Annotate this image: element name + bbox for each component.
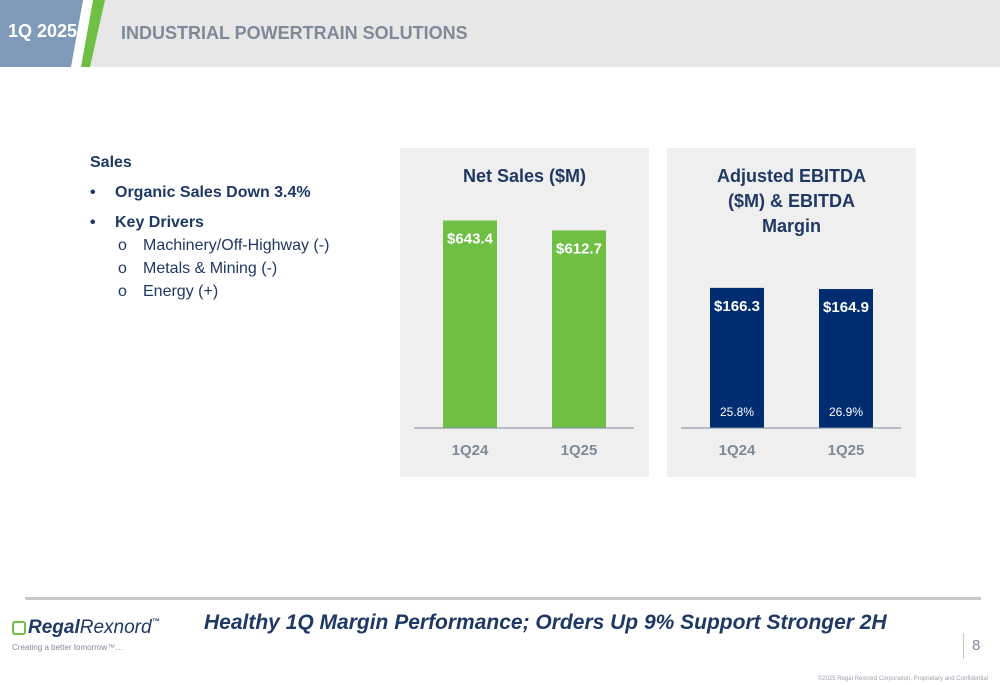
driver-text: Energy (+) xyxy=(143,283,219,300)
quarter-box xyxy=(0,0,83,67)
sub-bullet-icon: o xyxy=(118,260,127,277)
logo-tagline: Creating a better tomorrow™… xyxy=(12,643,124,652)
bar-1q25 xyxy=(552,230,606,428)
logo-wordmark: RegalRexnord™ xyxy=(12,617,160,639)
bullet-dot-icon: • xyxy=(90,184,96,201)
ebitda-chart-title: Adjusted EBITDA ($M) & EBITDA Margin xyxy=(667,164,916,239)
bar-value-label: $166.3 xyxy=(714,298,760,315)
sales-heading: Sales xyxy=(90,154,132,171)
bar-1q25 xyxy=(819,289,873,428)
x-tick-label: 1Q25 xyxy=(561,442,598,459)
ebitda-chart-panel: Adjusted EBITDA ($M) & EBITDA Margin $16… xyxy=(667,148,916,477)
bar-1q24 xyxy=(443,220,497,428)
driver-item: o Metals & Mining (-) xyxy=(90,257,380,280)
bullet-text: Key Drivers xyxy=(115,214,204,231)
margin-label: 25.8% xyxy=(720,405,754,419)
margin-label: 26.9% xyxy=(829,405,863,419)
net-sales-chart-panel: Net Sales ($M) $643.4 1Q24 $612.7 1Q25 xyxy=(400,148,649,477)
bar-1q24 xyxy=(710,287,764,428)
ebitda-title-line: Adjusted EBITDA xyxy=(716,166,866,186)
logo-rexnord: Rexnord xyxy=(79,617,152,638)
driver-text: Machinery/Off-Highway (-) xyxy=(143,237,330,254)
quarter-label: 1Q 2025 xyxy=(8,21,78,41)
logo-mark-icon xyxy=(12,621,26,635)
sales-summary: Sales • Organic Sales Down 3.4% • Key Dr… xyxy=(90,154,380,303)
company-logo: RegalRexnord™ Creating a better tomorrow… xyxy=(12,617,160,652)
net-sales-chart: $643.4 1Q24 $612.7 1Q25 xyxy=(414,220,634,459)
driver-item: o Energy (+) xyxy=(90,280,380,303)
page-number-divider xyxy=(963,633,964,659)
footer-tagline: Healthy 1Q Margin Performance; Orders Up… xyxy=(204,611,887,634)
ebitda-title-line: Margin xyxy=(761,216,821,236)
bar-value-label: $612.7 xyxy=(556,240,602,257)
x-tick-label: 1Q25 xyxy=(828,442,865,459)
sub-bullet-icon: o xyxy=(118,283,127,300)
bar-value-label: $164.9 xyxy=(823,299,869,316)
driver-text: Metals & Mining (-) xyxy=(143,260,278,277)
bullet-text: Organic Sales Down 3.4% xyxy=(115,184,311,201)
header-bar: 1Q 2025 INDUSTRIAL POWERTRAIN SOLUTIONS xyxy=(0,0,1000,67)
bar-value-label: $643.4 xyxy=(447,231,494,248)
page-title: INDUSTRIAL POWERTRAIN SOLUTIONS xyxy=(121,23,468,43)
net-sales-chart-title: Net Sales ($M) xyxy=(462,166,587,186)
drivers-list: o Machinery/Off-Highway (-) o Metals & M… xyxy=(90,234,380,303)
bullet-organic-sales: • Organic Sales Down 3.4% xyxy=(90,184,380,202)
ebitda-title-line: ($M) & EBITDA xyxy=(728,191,855,211)
copyright-notice: ©2025 Regal Rexnord Corporation, Proprie… xyxy=(817,676,988,682)
sub-bullet-icon: o xyxy=(118,237,127,254)
x-tick-label: 1Q24 xyxy=(719,442,756,459)
footer-divider xyxy=(25,597,981,600)
bullet-dot-icon: • xyxy=(90,214,96,231)
page-number: 8 xyxy=(972,637,981,654)
logo-tm: ™ xyxy=(151,617,160,626)
logo-regal: Regal xyxy=(28,617,80,638)
ebitda-chart: $166.3 25.8% 1Q24 $164.9 26.9% 1Q25 xyxy=(681,287,901,459)
driver-item: o Machinery/Off-Highway (-) xyxy=(90,234,380,257)
x-tick-label: 1Q24 xyxy=(452,442,489,459)
bullet-key-drivers: • Key Drivers xyxy=(90,214,380,232)
